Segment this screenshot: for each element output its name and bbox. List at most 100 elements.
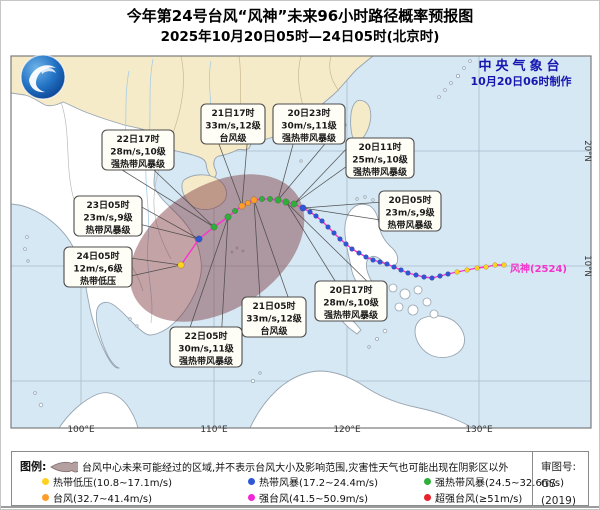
- past-position-dot: [421, 274, 427, 280]
- legend-intensity-dot: [42, 494, 49, 501]
- past-position-dot: [319, 218, 325, 224]
- approval-value: GS (2019) 3082号: [541, 478, 576, 507]
- forecast-position-dot: [224, 213, 232, 221]
- past-position-dot: [331, 230, 337, 236]
- legend-cone-description: 台风中心未来可能经过的区域,并不表示台风大小及影响范围,灾害性天气也可能出现在阴…: [82, 463, 509, 474]
- title-line1: 今年第24号台风“风神”未来96小时路径概率预报图: [126, 7, 474, 25]
- label-leader-line: [253, 199, 289, 298]
- legend-title: 图例:: [20, 460, 47, 473]
- forecast-position-dot: [290, 200, 298, 208]
- past-position-dot: [356, 250, 362, 256]
- past-position-dot: [325, 224, 331, 230]
- legend-row-2: 台风(32.7~41.4m/s) 强台风(41.5~50.9m/s) 超强台风(≥5…: [12, 490, 526, 505]
- forecast-point-label: 21日05时 33m/s,12级台风级: [241, 296, 307, 338]
- label-leader-line: [131, 257, 182, 266]
- label-leader-line: [302, 201, 380, 209]
- legend-row-1: 热带低压(10.8~17.1m/s) 热带风暴(17.2~24.4m/s) 强热带风…: [12, 474, 564, 489]
- forecast-point-label: 21日17时 33m/s,12级台风级: [200, 103, 266, 145]
- hainan-island: [181, 174, 227, 211]
- page-title: 今年第24号台风“风神”未来96小时路径概率预报图 2025年10月20日05时…: [1, 5, 599, 47]
- legend-box: 图例: 台风中心未来可能经过的区域,并不表示台风大小及影响范围,灾害性天气也可能…: [11, 451, 589, 507]
- forecast-point-label: 20日05时 23m/s,9级热带风暴级: [378, 190, 442, 232]
- label-leader-line: [131, 264, 182, 277]
- lat-tick-label: 20°N: [582, 140, 592, 161]
- past-position-dot: [483, 264, 489, 270]
- legend-item-label: 台风(32.7~41.4m/s): [53, 494, 153, 505]
- past-position-dot: [492, 262, 498, 268]
- forecast-point-label: 24日05时 12m/s,6级热带低压: [63, 246, 133, 288]
- forecast-point-label: 23日05时 23m/s,9级热带风暴级: [73, 195, 143, 237]
- forecast-position-dot: [232, 208, 238, 214]
- label-leader-line: [293, 148, 347, 205]
- legend-item-label: 强热带风暴(24.5~32.6m/s): [435, 478, 565, 489]
- forecast-position-dot: [238, 202, 246, 210]
- forecast-position-dot: [245, 200, 251, 206]
- forecast-position-dot: [259, 196, 265, 202]
- label-leader-line: [218, 143, 243, 207]
- title-line2: 2025年10月20日05时—24日05时(北京时): [160, 29, 440, 45]
- past-position-dot: [384, 261, 390, 267]
- past-position-dot: [363, 254, 369, 260]
- lat-tick-label: 10°N: [582, 255, 592, 276]
- forecast-position-dot: [274, 196, 282, 204]
- past-position-dot: [413, 272, 419, 278]
- track-overlay-layer: 20日05时 23m/s,9级热带风暴级 20日11时 25m/s,10级强热带风暴级…: [63, 103, 567, 368]
- sumatra-island: [58, 392, 139, 428]
- past-position-dot: [445, 271, 451, 277]
- legend-item: 热带低压(10.8~17.1m/s): [42, 474, 172, 489]
- borneo-island: [249, 370, 474, 428]
- label-leader-line: [141, 224, 200, 240]
- label-leader-line: [285, 201, 336, 282]
- past-position-dot: [377, 259, 383, 265]
- past-position-dot: [454, 269, 460, 275]
- past-position-dot: [437, 273, 443, 279]
- label-leader-line: [141, 206, 200, 240]
- legend-item: 台风(32.7~41.4m/s): [42, 490, 152, 505]
- legend-intensity-dot: [248, 494, 255, 501]
- past-position-dot: [474, 265, 480, 271]
- label-leader-line: [277, 143, 294, 201]
- forecast-position-dot: [195, 235, 203, 243]
- past-position-dot: [501, 262, 507, 268]
- bottom-divider: [1, 506, 599, 508]
- forecast-point-label: 22日05时 30m/s,11级强热带风暴级: [169, 326, 243, 368]
- forecast-position-dot: [210, 223, 218, 231]
- legend-item: 强台风(41.5~50.9m/s): [248, 490, 368, 505]
- label-leader-line: [277, 143, 326, 201]
- label-leader-line: [253, 199, 261, 298]
- label-leader-line: [241, 143, 248, 207]
- forecast-position-dot: [299, 204, 307, 212]
- past-position-dot: [313, 213, 319, 219]
- past-position-dot: [398, 267, 404, 273]
- past-position-dot: [464, 267, 470, 273]
- forecast-point-label: 20日11时 25m/s,10级强热带风暴级: [345, 137, 415, 179]
- legend-item-label: 强台风(41.5~50.9m/s): [259, 494, 369, 505]
- storm-name-label: 风神(2524): [510, 262, 567, 275]
- label-leader-line: [302, 207, 380, 221]
- cone-legend-icon: [50, 461, 78, 473]
- past-position-dot: [349, 246, 355, 252]
- forecast-position-dot: [177, 261, 185, 269]
- forecast-point-label: 20日23时 30m/s,11级强热带风暴级: [272, 103, 346, 145]
- label-leader-line: [293, 166, 347, 205]
- lon-tick-label: 130°E: [465, 425, 493, 435]
- axis-labels-layer: 100°E 110°E 120°E 130°E 20°N 10°N: [67, 140, 592, 435]
- label-leader-line: [221, 216, 229, 328]
- agency-issued-time: 10月20日06时制作: [470, 75, 572, 88]
- cma-logo-icon: [20, 54, 66, 100]
- map-frame: [10, 55, 592, 429]
- approval-label: 审图号:: [541, 461, 577, 473]
- label-leader-line: [189, 216, 229, 328]
- legend-intensity-dot: [42, 478, 49, 485]
- past-position-dot: [343, 241, 349, 247]
